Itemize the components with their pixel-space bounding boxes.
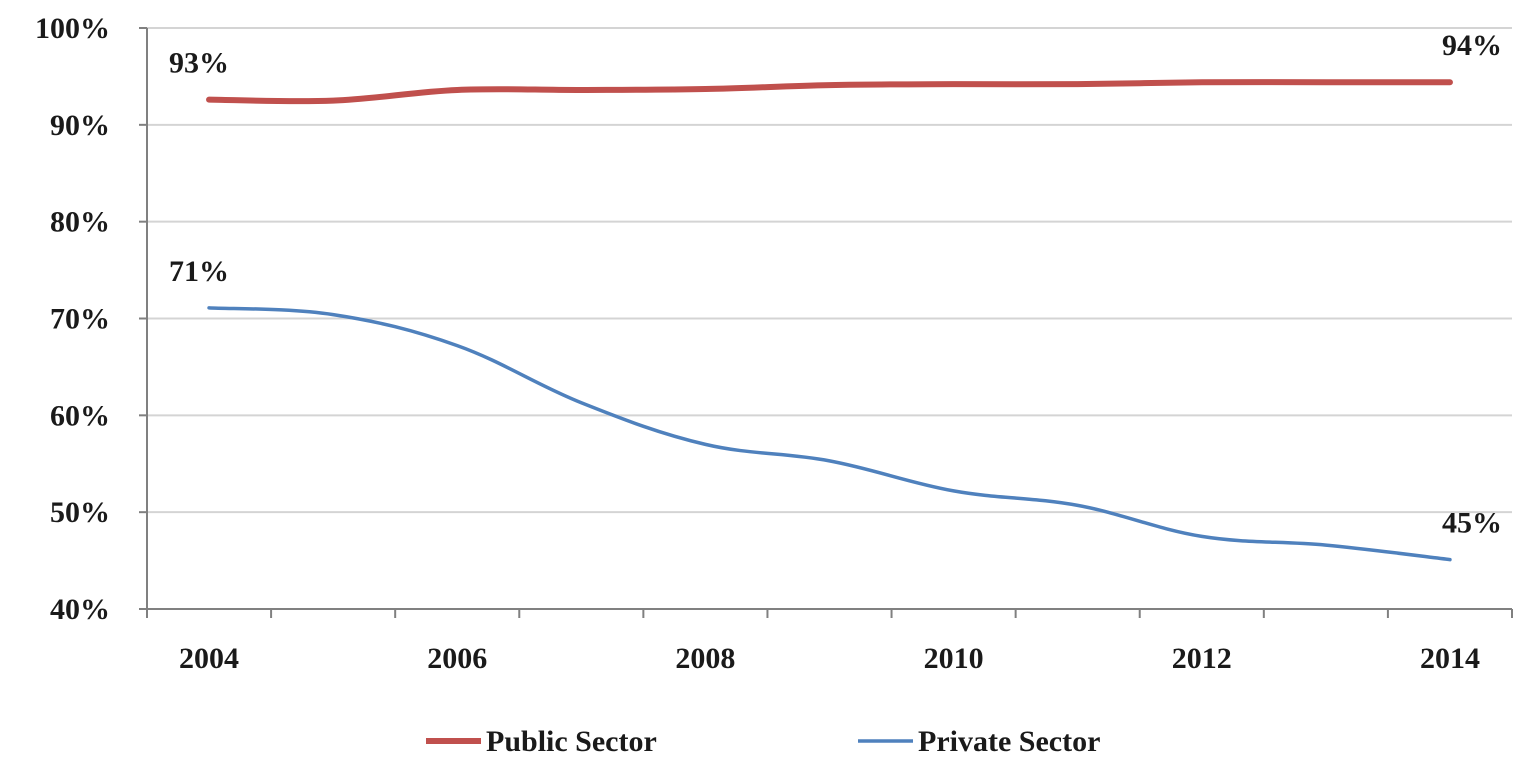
- x-tick-label: 2004: [179, 642, 239, 675]
- x-tick-label: 2008: [675, 642, 735, 675]
- x-tick-label: 2006: [427, 642, 487, 675]
- data-label: 45%: [1442, 507, 1502, 540]
- y-tick-label: 80%: [50, 206, 110, 239]
- series-layer: [206, 79, 1453, 562]
- y-tick-label: 40%: [50, 593, 110, 626]
- y-tick-label: 50%: [50, 496, 110, 529]
- legend: Public Sector Private Sector: [426, 725, 1100, 758]
- legend-label-public-sector: Public Sector: [486, 725, 657, 756]
- legend-label-private-sector: Private Sector: [918, 725, 1100, 756]
- y-tick-label: 70%: [50, 303, 110, 336]
- y-tick-label: 100%: [35, 12, 110, 45]
- axis-layer: 40% 50% 60% 70% 80% 90% 100% 2004 2006 2008 2010 20…: [35, 12, 1513, 675]
- x-tick-label: 2012: [1172, 642, 1232, 675]
- x-tick-label: 2010: [924, 642, 984, 675]
- data-label: 94%: [1442, 29, 1502, 62]
- private-sector-line: [207, 306, 1452, 562]
- x-tick-label: 2014: [1420, 642, 1480, 675]
- public-sector-line: [206, 79, 1453, 105]
- grid-layer: [147, 27, 1512, 514]
- data-label: 71%: [169, 255, 229, 288]
- y-tick-label: 90%: [50, 109, 110, 142]
- data-label: 93%: [169, 47, 229, 80]
- label-layer: 93% 94% 71% 45%: [169, 29, 1502, 539]
- y-tick-label: 60%: [50, 399, 110, 432]
